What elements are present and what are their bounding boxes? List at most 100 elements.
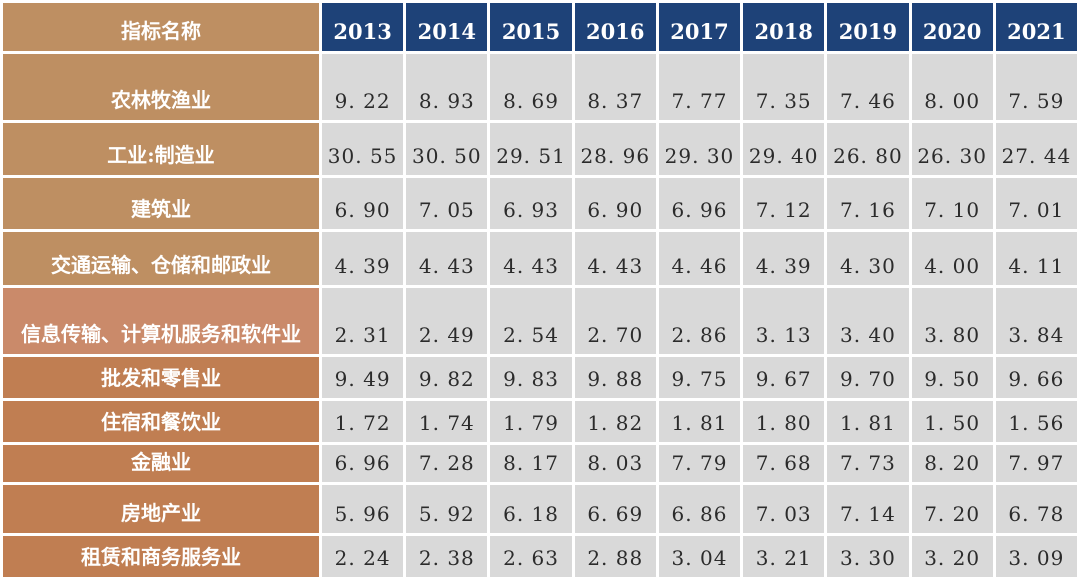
value-cell: 3. 13 bbox=[743, 288, 825, 354]
value-cell: 8. 20 bbox=[911, 445, 993, 482]
table-row: 房地产业 5. 96 5. 92 6. 18 6. 69 6. 86 7. 03 7. 14 7… bbox=[3, 485, 1077, 533]
value-cell: 4. 00 bbox=[911, 232, 993, 285]
value-cell: 1. 72 bbox=[322, 401, 404, 442]
table-row: 农林牧渔业 9. 22 8. 93 8. 69 8. 37 7. 77 7. 35 7. 46… bbox=[3, 54, 1077, 120]
value-cell: 3. 20 bbox=[911, 536, 993, 577]
value-cell: 2. 38 bbox=[406, 536, 488, 577]
row-label: 交通运输、仓储和邮政业 bbox=[3, 232, 319, 285]
header-year-cell: 2018 bbox=[743, 3, 825, 51]
value-cell: 6. 93 bbox=[490, 178, 572, 229]
value-cell: 9. 22 bbox=[322, 54, 404, 120]
value-cell: 7. 12 bbox=[743, 178, 825, 229]
row-label: 租赁和商务服务业 bbox=[3, 536, 319, 577]
value-cell: 4. 30 bbox=[827, 232, 909, 285]
value-cell: 1. 56 bbox=[995, 401, 1077, 442]
value-cell: 9. 82 bbox=[406, 357, 488, 398]
value-cell: 4. 43 bbox=[490, 232, 572, 285]
value-cell: 9. 49 bbox=[322, 357, 404, 398]
table-row: 建筑业 6. 90 7. 05 6. 93 6. 90 6. 96 7. 12 7. 16 7.… bbox=[3, 178, 1077, 229]
value-cell: 1. 50 bbox=[911, 401, 993, 442]
header-year-cell: 2016 bbox=[574, 3, 656, 51]
row-label: 信息传输、计算机服务和软件业 bbox=[3, 288, 319, 354]
value-cell: 6. 69 bbox=[574, 485, 656, 533]
value-cell: 8. 37 bbox=[574, 54, 656, 120]
value-cell: 6. 90 bbox=[322, 178, 404, 229]
value-cell: 29. 30 bbox=[658, 123, 741, 175]
value-cell: 6. 96 bbox=[322, 445, 404, 482]
table-row: 金融业 6. 96 7. 28 8. 17 8. 03 7. 79 7. 68 7. 73 8.… bbox=[3, 445, 1077, 482]
value-cell: 7. 35 bbox=[743, 54, 825, 120]
value-cell: 9. 70 bbox=[827, 357, 909, 398]
value-cell: 8. 69 bbox=[490, 54, 572, 120]
row-label: 工业:制造业 bbox=[3, 123, 319, 175]
table-row: 交通运输、仓储和邮政业 4. 39 4. 43 4. 43 4. 43 4. 46 4. 3… bbox=[3, 232, 1077, 285]
value-cell: 26. 30 bbox=[911, 123, 993, 175]
value-cell: 1. 74 bbox=[406, 401, 488, 442]
value-cell: 1. 82 bbox=[574, 401, 656, 442]
page: { "colors": { "header_bg": "#1E4278", "h… bbox=[3, 3, 1077, 577]
value-cell: 1. 81 bbox=[827, 401, 909, 442]
value-cell: 4. 43 bbox=[406, 232, 488, 285]
value-cell: 7. 05 bbox=[406, 178, 488, 229]
value-cell: 9. 66 bbox=[995, 357, 1077, 398]
value-cell: 6. 96 bbox=[658, 178, 741, 229]
value-cell: 6. 18 bbox=[490, 485, 572, 533]
row-label: 住宿和餐饮业 bbox=[3, 401, 319, 442]
value-cell: 4. 11 bbox=[995, 232, 1077, 285]
value-cell: 3. 84 bbox=[995, 288, 1077, 354]
row-label: 房地产业 bbox=[3, 485, 319, 533]
value-cell: 7. 59 bbox=[995, 54, 1077, 120]
value-cell: 2. 54 bbox=[490, 288, 572, 354]
value-cell: 4. 46 bbox=[658, 232, 741, 285]
value-cell: 2. 88 bbox=[574, 536, 656, 577]
value-cell: 7. 68 bbox=[743, 445, 825, 482]
value-cell: 2. 24 bbox=[322, 536, 404, 577]
value-cell: 7. 14 bbox=[827, 485, 909, 533]
value-cell: 2. 49 bbox=[406, 288, 488, 354]
value-cell: 8. 00 bbox=[911, 54, 993, 120]
value-cell: 7. 77 bbox=[658, 54, 741, 120]
value-cell: 6. 90 bbox=[574, 178, 656, 229]
table-row: 工业:制造业 30. 55 30. 50 29. 51 28. 96 29. 30 29. … bbox=[3, 123, 1077, 175]
table-row: 信息传输、计算机服务和软件业 2. 31 2. 49 2. 54 2. 70 2. 86 3… bbox=[3, 288, 1077, 354]
value-cell: 4. 39 bbox=[322, 232, 404, 285]
value-cell: 7. 16 bbox=[827, 178, 909, 229]
header-year-cell: 2015 bbox=[490, 3, 572, 51]
value-cell: 7. 01 bbox=[995, 178, 1077, 229]
value-cell: 7. 03 bbox=[743, 485, 825, 533]
header-year-cell: 2021 bbox=[995, 3, 1077, 51]
value-cell: 9. 83 bbox=[490, 357, 572, 398]
value-cell: 7. 20 bbox=[911, 485, 993, 533]
row-label: 金融业 bbox=[3, 445, 319, 482]
table-row: 住宿和餐饮业 1. 72 1. 74 1. 79 1. 82 1. 81 1. 80 1. 8… bbox=[3, 401, 1077, 442]
value-cell: 8. 17 bbox=[490, 445, 572, 482]
value-cell: 7. 10 bbox=[911, 178, 993, 229]
value-cell: 8. 03 bbox=[574, 445, 656, 482]
value-cell: 5. 96 bbox=[322, 485, 404, 533]
value-cell: 5. 92 bbox=[406, 485, 488, 533]
value-cell: 9. 67 bbox=[743, 357, 825, 398]
value-cell: 8. 93 bbox=[406, 54, 488, 120]
value-cell: 6. 78 bbox=[995, 485, 1077, 533]
value-cell: 3. 80 bbox=[911, 288, 993, 354]
value-cell: 2. 86 bbox=[658, 288, 741, 354]
header-year-cell: 2019 bbox=[827, 3, 909, 51]
value-cell: 3. 30 bbox=[827, 536, 909, 577]
row-label: 农林牧渔业 bbox=[3, 54, 319, 120]
value-cell: 27. 44 bbox=[995, 123, 1077, 175]
value-cell: 7. 46 bbox=[827, 54, 909, 120]
header-year-cell: 2013 bbox=[322, 3, 404, 51]
table-row: 租赁和商务服务业 2. 24 2. 38 2. 63 2. 88 3. 04 3. 21 3.… bbox=[3, 536, 1077, 577]
value-cell: 28. 96 bbox=[574, 123, 656, 175]
value-cell: 3. 04 bbox=[658, 536, 741, 577]
value-cell: 6. 86 bbox=[658, 485, 741, 533]
value-cell: 9. 50 bbox=[911, 357, 993, 398]
value-cell: 4. 39 bbox=[743, 232, 825, 285]
table-body: 农林牧渔业 9. 22 8. 93 8. 69 8. 37 7. 77 7. 35 7. 46… bbox=[3, 54, 1077, 577]
header-year-cell: 2020 bbox=[911, 3, 993, 51]
value-cell: 7. 79 bbox=[658, 445, 741, 482]
value-cell: 30. 50 bbox=[406, 123, 488, 175]
value-cell: 3. 09 bbox=[995, 536, 1077, 577]
value-cell: 1. 79 bbox=[490, 401, 572, 442]
